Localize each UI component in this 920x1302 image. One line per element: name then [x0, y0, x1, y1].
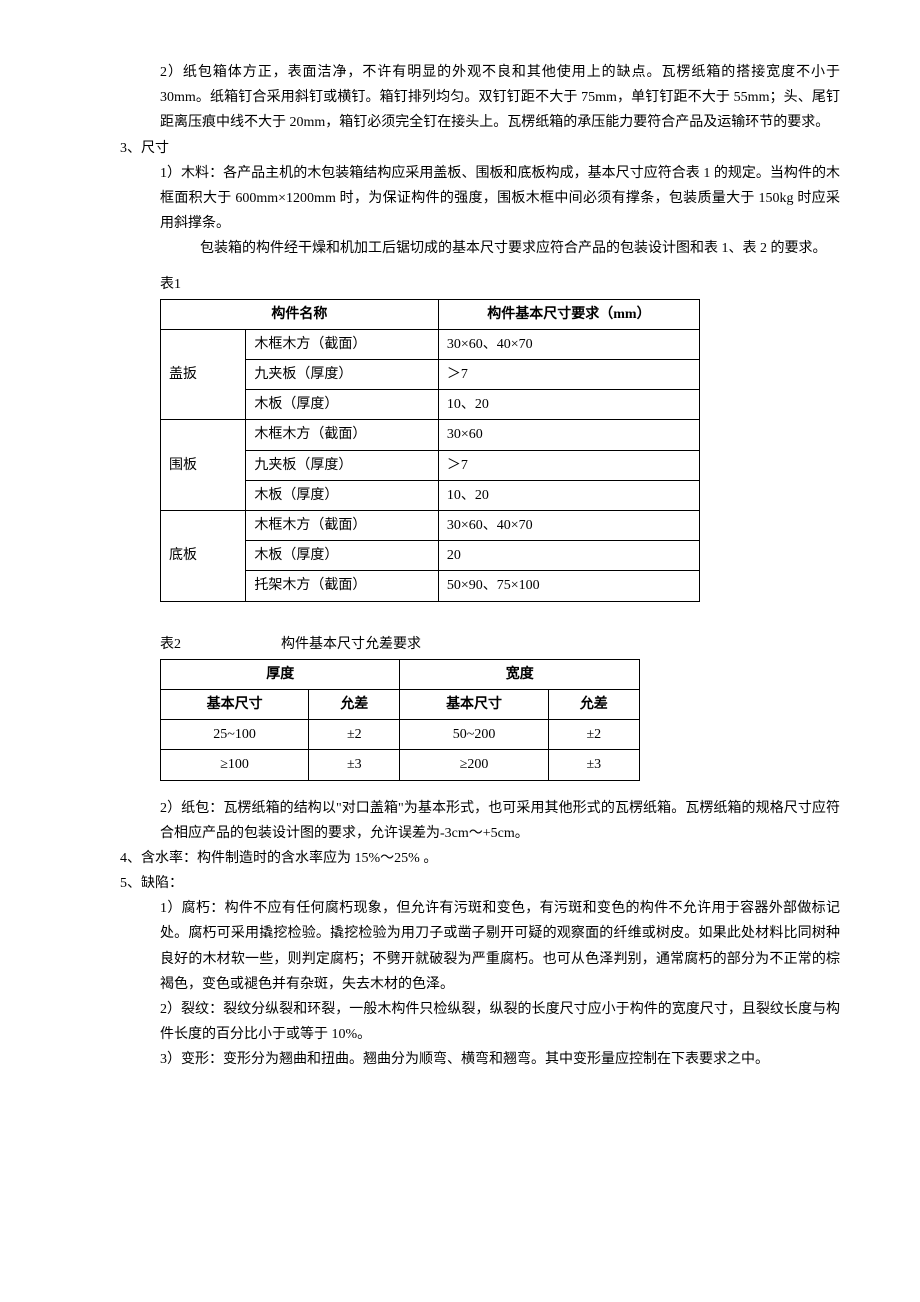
table2-cell: ±3 [309, 750, 400, 780]
table1-cell: 木板（厚度） [246, 390, 439, 420]
table1-header-2: 构件基本尺寸要求（mm） [438, 299, 699, 329]
table2-sub-1: 允差 [309, 689, 400, 719]
table1-cell: 50×90、75×100 [438, 571, 699, 601]
table1-label: 表1 [160, 272, 840, 297]
table2-cell: 50~200 [400, 720, 548, 750]
item-3-2: 2）纸包：瓦楞纸箱的结构以"对口盖箱"为基本形式，也可采用其他形式的瓦楞纸箱。瓦… [160, 796, 840, 846]
table2-sub-0: 基本尺寸 [161, 689, 309, 719]
table2-cell: ≥200 [400, 750, 548, 780]
table1-cell: 九夹板（厚度） [246, 450, 439, 480]
item-5-1: 1）腐朽：构件不应有任何腐朽现象，但允许有污斑和变色，有污斑和变色的构件不允许用… [160, 896, 840, 997]
item-3-1-cont: 包装箱的构件经干燥和机加工后锯切成的基本尺寸要求应符合产品的包装设计图和表 1、… [200, 236, 840, 261]
table2-sub-2: 基本尺寸 [400, 689, 548, 719]
table2-cell: ±3 [548, 750, 639, 780]
item-3-header: 3、尺寸 [120, 136, 840, 161]
table-1: 构件名称 构件基本尺寸要求（mm） 盖扳 木框木方（截面） 30×60、40×7… [160, 299, 700, 602]
table1-cell: 托架木方（截面） [246, 571, 439, 601]
item-3-1: 1）木料：各产品主机的木包装箱结构应采用盖板、围板和底板构成，基本尺寸应符合表 … [160, 161, 840, 237]
table1-cell: 20 [438, 541, 699, 571]
table1-cell: 木框木方（截面） [246, 511, 439, 541]
table1-cell: 九夹板（厚度） [246, 360, 439, 390]
table1-cell: 10、20 [438, 390, 699, 420]
table2-cell: ≥100 [161, 750, 309, 780]
item-5-2: 2）裂纹：裂纹分纵裂和环裂，一般木构件只检纵裂，纵裂的长度尺寸应小于构件的宽度尺… [160, 997, 840, 1047]
table2-cell: ±2 [309, 720, 400, 750]
table1-header-1: 构件名称 [161, 299, 439, 329]
table2-group-1: 宽度 [400, 659, 640, 689]
table1-cell: ＞7 [438, 450, 699, 480]
table1-cell: ＞7 [438, 360, 699, 390]
table1-group-1: 围板 [161, 420, 246, 511]
item-5-3: 3）变形：变形分为翘曲和扭曲。翘曲分为顺弯、横弯和翘弯。其中变形量应控制在下表要… [160, 1047, 840, 1072]
item-5-header: 5、缺陷： [120, 871, 840, 896]
table1-cell: 10、20 [438, 480, 699, 510]
item-2-2: 2）纸包箱体方正，表面洁净，不许有明显的外观不良和其他使用上的缺点。瓦楞纸箱的搭… [160, 60, 840, 136]
table1-cell: 木板（厚度） [246, 541, 439, 571]
table2-group-0: 厚度 [161, 659, 400, 689]
table2-label: 表2 [160, 632, 181, 657]
table1-cell: 30×60、40×70 [438, 511, 699, 541]
table1-cell: 木框木方（截面） [246, 329, 439, 359]
table-2: 厚度 宽度 基本尺寸 允差 基本尺寸 允差 25~100 ±2 50~200 ±… [160, 659, 640, 781]
table2-caption: 构件基本尺寸允差要求 [281, 632, 421, 657]
table1-cell: 30×60 [438, 420, 699, 450]
table1-cell: 30×60、40×70 [438, 329, 699, 359]
table1-group-2: 底板 [161, 511, 246, 602]
table2-cell: ±2 [548, 720, 639, 750]
table2-label-row: 表2 构件基本尺寸允差要求 [160, 632, 840, 657]
table1-cell: 木框木方（截面） [246, 420, 439, 450]
table1-cell: 木板（厚度） [246, 480, 439, 510]
item-4: 4、含水率：构件制造时的含水率应为 15%～25% 。 [120, 846, 840, 871]
table2-sub-3: 允差 [548, 689, 639, 719]
table1-group-0: 盖扳 [161, 329, 246, 420]
table2-cell: 25~100 [161, 720, 309, 750]
